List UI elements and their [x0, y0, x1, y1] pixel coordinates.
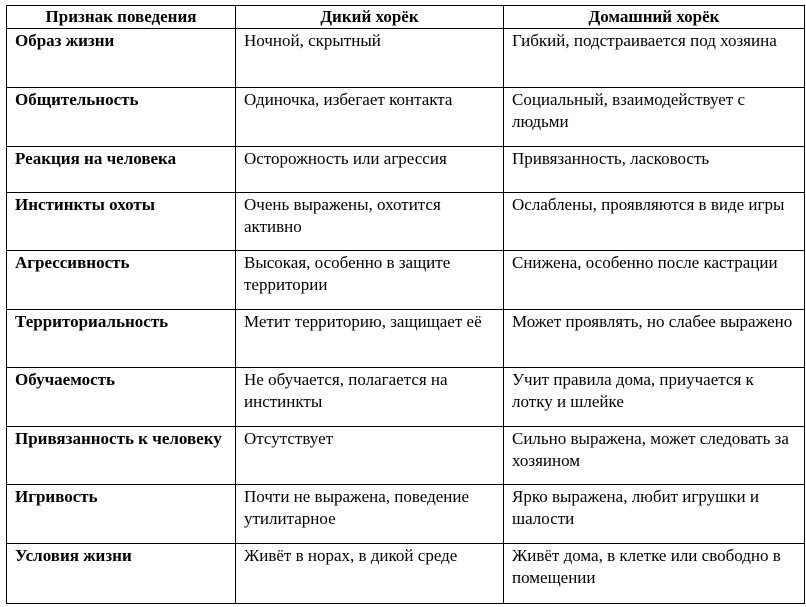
domestic-cell: Ярко выражена, любит игрушки и шалости — [503, 484, 805, 544]
wild-cell: Осторожность или агрессия — [235, 146, 504, 193]
table-row: Общительность Одиночка, избегает контакта… — [6, 87, 805, 147]
domestic-cell: Гибкий, подстраивается под хозяина — [503, 28, 805, 88]
domestic-cell: Привязанность, ласковость — [503, 146, 805, 193]
trait-cell: Обучаемость — [6, 367, 236, 427]
table-row: Обучаемость Не обучается, полагается на и… — [6, 367, 805, 427]
domestic-cell: Живёт дома, в клетке или свободно в поме… — [503, 543, 805, 604]
trait-cell: Игривость — [6, 484, 236, 544]
table-row: Привязанность к человеку Отсутствует Сильн… — [6, 426, 805, 485]
trait-cell: Агрессивность — [6, 250, 236, 310]
table-row: Территориальность Метит территорию, защищ… — [6, 309, 805, 368]
table-row: Образ жизни Ночной, скрытный Гибкий, подст… — [6, 28, 805, 88]
domestic-cell: Социальный, взаимодействует с людьми — [503, 87, 805, 147]
trait-cell: Образ жизни — [6, 28, 236, 88]
table-row: Реакция на человека Осторожность или агре… — [6, 146, 805, 193]
domestic-cell: Может проявлять, но слабее выражено — [503, 309, 805, 368]
trait-cell: Условия жизни — [6, 543, 236, 604]
wild-cell: Метит территорию, защищает её — [235, 309, 504, 368]
wild-cell: Не обучается, полагается на инстинкты — [235, 367, 504, 427]
domestic-cell: Ослаблены, проявляются в виде игры — [503, 192, 805, 251]
trait-cell: Общительность — [6, 87, 236, 147]
header-wild: Дикий хорёк — [235, 5, 504, 29]
table-row: Условия жизни Живёт в норах, в дикой сред… — [6, 543, 805, 604]
header-row: Признак поведения Дикий хорёк Домашний х… — [6, 5, 805, 29]
table-row: Игривость Почти не выражена, поведение ут… — [6, 484, 805, 544]
trait-cell: Привязанность к человеку — [6, 426, 236, 485]
table-row: Агрессивность Высокая, особенно в защите … — [6, 250, 805, 310]
wild-cell: Живёт в норах, в дикой среде — [235, 543, 504, 604]
ferret-behavior-table: Признак поведения Дикий хорёк Домашний х… — [6, 5, 805, 604]
wild-cell: Высокая, особенно в защите территории — [235, 250, 504, 310]
header-trait: Признак поведения — [6, 5, 236, 29]
trait-cell: Инстинкты охоты — [6, 192, 236, 251]
domestic-cell: Учит правила дома, приучается к лотку и … — [503, 367, 805, 427]
wild-cell: Почти не выражена, поведение утилитарное — [235, 484, 504, 544]
table-row: Инстинкты охоты Очень выражены, охотится … — [6, 192, 805, 251]
wild-cell: Отсутствует — [235, 426, 504, 485]
domestic-cell: Сильно выражена, может следовать за хозя… — [503, 426, 805, 485]
header-domestic: Домашний хорёк — [503, 5, 805, 29]
wild-cell: Ночной, скрытный — [235, 28, 504, 88]
trait-cell: Территориальность — [6, 309, 236, 368]
wild-cell: Очень выражены, охотится активно — [235, 192, 504, 251]
domestic-cell: Снижена, особенно после кастрации — [503, 250, 805, 310]
trait-cell: Реакция на человека — [6, 146, 236, 193]
wild-cell: Одиночка, избегает контакта — [235, 87, 504, 147]
